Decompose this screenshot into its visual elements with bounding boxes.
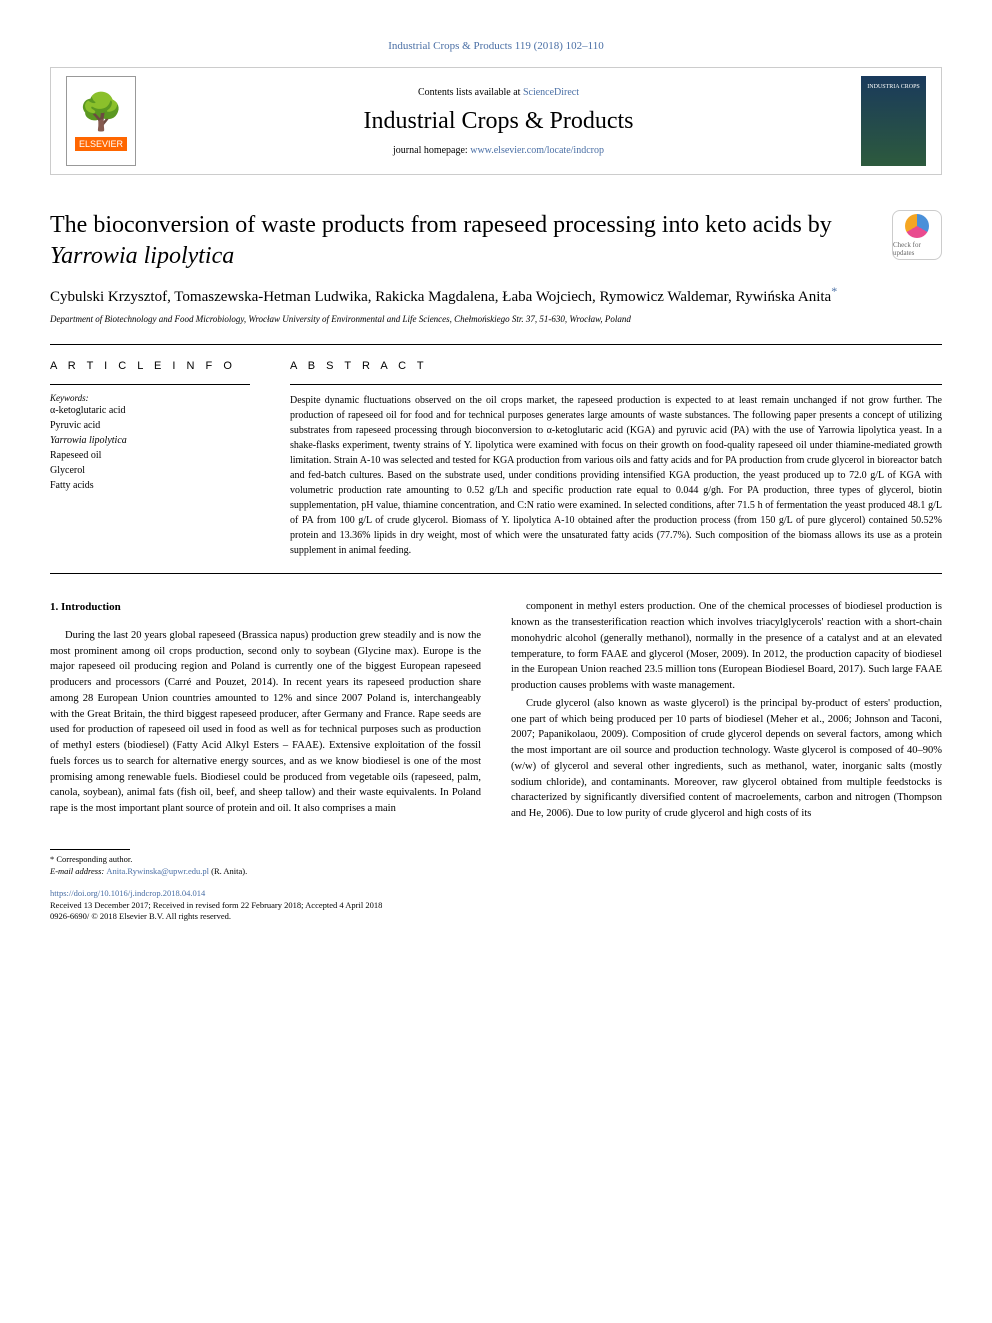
- crossmark-icon: [905, 214, 929, 238]
- header-center: Contents lists available at ScienceDirec…: [136, 87, 861, 156]
- body-col-left: 1. Introduction During the last 20 years…: [50, 599, 481, 824]
- abstract-heading: A B S T R A C T: [290, 360, 942, 372]
- journal-citation-top[interactable]: Industrial Crops & Products 119 (2018) 1…: [50, 40, 942, 52]
- email-author: (R. Anita).: [209, 866, 247, 876]
- check-updates-badge[interactable]: Check for updates: [892, 210, 942, 260]
- journal-cover-thumbnail: INDUSTRIA CROPS: [861, 76, 926, 166]
- body-col-right: component in methyl esters production. O…: [511, 599, 942, 824]
- info-divider: [50, 384, 250, 385]
- title-section: The bioconversion of waste products from…: [50, 210, 942, 272]
- article-info-heading: A R T I C L E I N F O: [50, 360, 250, 372]
- authors-line: Cybulski Krzysztof, Tomaszewska-Hetman L…: [50, 284, 942, 306]
- authors-text: Cybulski Krzysztof, Tomaszewska-Hetman L…: [50, 289, 831, 305]
- title-species: Yarrowia lipolytica: [50, 243, 234, 269]
- email-link[interactable]: Anita.Rywinska@upwr.edu.pl: [106, 866, 209, 876]
- abstract-col: A B S T R A C T Despite dynamic fluctuat…: [290, 360, 942, 558]
- keyword: α-ketoglutaric acid: [50, 403, 250, 418]
- keywords-list: α-ketoglutaric acid Pyruvic acid Yarrowi…: [50, 403, 250, 493]
- homepage-link[interactable]: www.elsevier.com/locate/indcrop: [470, 145, 604, 156]
- contents-line: Contents lists available at ScienceDirec…: [136, 87, 861, 98]
- section-number: 1.: [50, 601, 58, 613]
- copyright-line: 0926-6690/ © 2018 Elsevier B.V. All righ…: [50, 911, 942, 923]
- body-paragraph: During the last 20 years global rapeseed…: [50, 628, 481, 817]
- journal-name: Industrial Crops & Products: [136, 108, 861, 135]
- paper-page: Industrial Crops & Products 119 (2018) 1…: [0, 0, 992, 963]
- divider: [50, 344, 942, 345]
- info-abstract-row: A R T I C L E I N F O Keywords: α-ketogl…: [50, 360, 942, 558]
- doi-link[interactable]: https://doi.org/10.1016/j.indcrop.2018.0…: [50, 888, 205, 898]
- body-columns: 1. Introduction During the last 20 years…: [50, 599, 942, 824]
- keyword: Rapeseed oil: [50, 448, 250, 463]
- article-info-col: A R T I C L E I N F O Keywords: α-ketogl…: [50, 360, 250, 558]
- title-text: The bioconversion of waste products from…: [50, 212, 832, 238]
- publisher-logo: 🌳 ELSEVIER: [66, 76, 136, 166]
- affiliation: Department of Biotechnology and Food Mic…: [50, 314, 942, 324]
- corresponding-marker: *: [831, 284, 837, 298]
- email-line: E-mail address: Anita.Rywinska@upwr.edu.…: [50, 866, 942, 878]
- abstract-divider: [290, 384, 942, 385]
- cover-text: INDUSTRIA CROPS: [867, 84, 920, 90]
- corresponding-author-note: * Corresponding author.: [50, 854, 942, 866]
- keyword: Yarrowia lipolytica: [50, 433, 250, 448]
- homepage-label: journal homepage:: [393, 145, 470, 156]
- body-paragraph: component in methyl esters production. O…: [511, 599, 942, 694]
- section-title: Introduction: [61, 601, 121, 613]
- abstract-text: Despite dynamic fluctuations observed on…: [290, 393, 942, 558]
- publisher-name: ELSEVIER: [75, 137, 127, 151]
- email-label: E-mail address:: [50, 866, 106, 876]
- doi-line: https://doi.org/10.1016/j.indcrop.2018.0…: [50, 888, 942, 900]
- check-updates-label: Check for updates: [893, 241, 941, 257]
- keyword: Fatty acids: [50, 478, 250, 493]
- body-paragraph: Crude glycerol (also known as waste glyc…: [511, 696, 942, 822]
- article-title: The bioconversion of waste products from…: [50, 210, 872, 272]
- journal-header: 🌳 ELSEVIER Contents lists available at S…: [50, 67, 942, 175]
- keyword: Pyruvic acid: [50, 418, 250, 433]
- received-line: Received 13 December 2017; Received in r…: [50, 900, 942, 912]
- journal-homepage: journal homepage: www.elsevier.com/locat…: [136, 145, 861, 156]
- keyword: Glycerol: [50, 463, 250, 478]
- elsevier-tree-icon: 🌳: [79, 91, 124, 133]
- sciencedirect-link[interactable]: ScienceDirect: [523, 87, 579, 98]
- contents-text: Contents lists available at: [418, 87, 523, 98]
- footer: * Corresponding author. E-mail address: …: [50, 849, 942, 923]
- footnote-divider: [50, 849, 130, 850]
- divider: [50, 573, 942, 574]
- section-heading: 1. Introduction: [50, 599, 481, 616]
- keywords-label: Keywords:: [50, 393, 250, 403]
